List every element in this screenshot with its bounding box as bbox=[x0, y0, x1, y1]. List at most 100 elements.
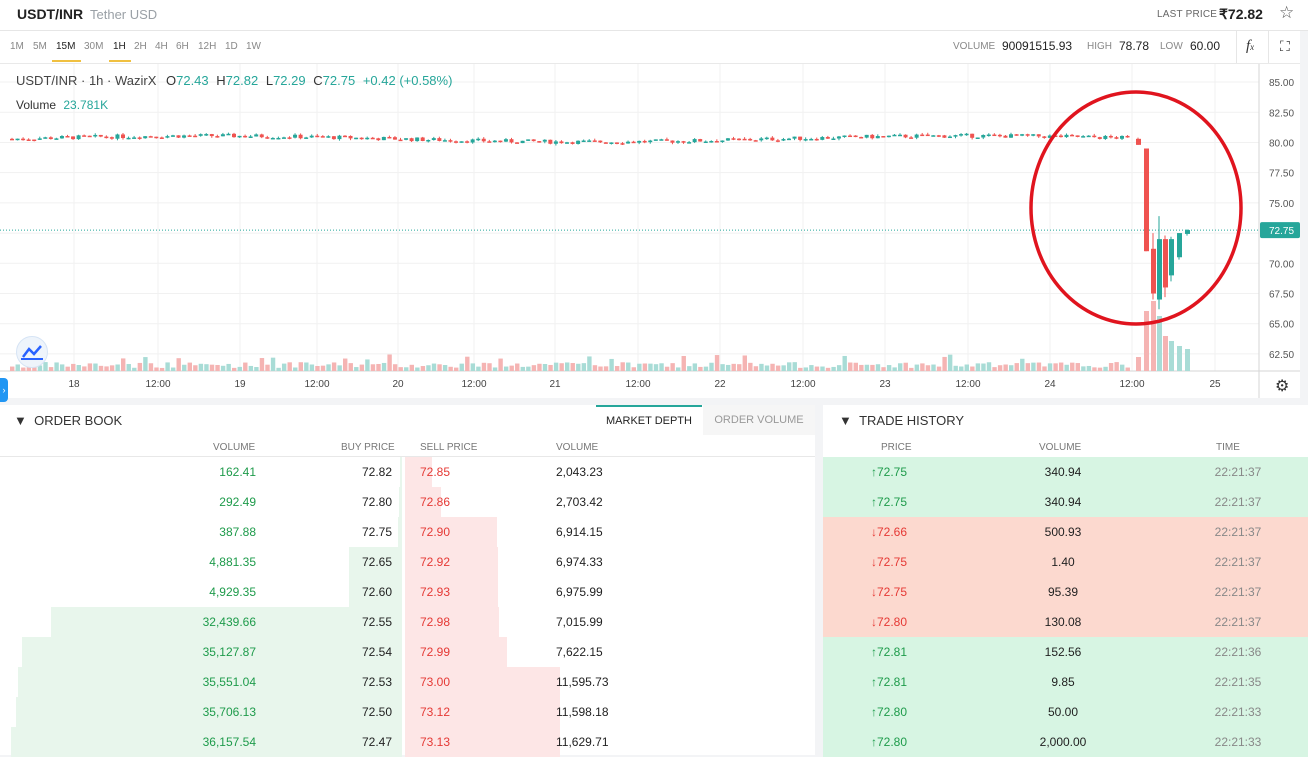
expand-sidebar-button[interactable]: › bbox=[0, 378, 8, 402]
volume-bar bbox=[243, 362, 248, 371]
order-book-row[interactable]: 387.88 72.75 72.90 6,914.15 bbox=[0, 517, 815, 547]
timeframe-4h[interactable]: 4H bbox=[155, 41, 168, 52]
timeframe-1m[interactable]: 1M bbox=[10, 41, 24, 52]
candle-body bbox=[748, 138, 753, 141]
order-book-row[interactable]: 35,706.13 72.50 73.12 11,598.18 bbox=[0, 697, 815, 727]
volume-bar bbox=[1003, 364, 1008, 371]
volume-bar bbox=[981, 363, 986, 371]
trade-time: 22:21:37 bbox=[1214, 585, 1262, 599]
tab-market-depth[interactable]: MARKET DEPTH bbox=[596, 405, 702, 437]
timeframe-1h[interactable]: 1H bbox=[113, 41, 126, 52]
volume-bar bbox=[431, 363, 437, 371]
candle-body bbox=[454, 141, 458, 143]
sell-price: 72.99 bbox=[420, 645, 451, 659]
trade-row: ↑72.81 9.85 22:21:35 bbox=[823, 667, 1308, 697]
volume-bar bbox=[121, 358, 126, 371]
candle-body bbox=[964, 133, 969, 136]
order-book-row[interactable]: 35,551.04 72.53 73.00 11,595.73 bbox=[0, 667, 815, 697]
order-book-row[interactable]: 32,439.66 72.55 72.98 7,015.99 bbox=[0, 607, 815, 637]
order-book-row[interactable]: 4,881.35 72.65 72.92 6,974.33 bbox=[0, 547, 815, 577]
trade-history-title[interactable]: ▼ TRADE HISTORY bbox=[839, 413, 965, 428]
candle-body bbox=[1081, 136, 1086, 138]
volume-bar bbox=[781, 365, 786, 371]
volume-bar bbox=[1020, 358, 1025, 371]
timeframe-12h[interactable]: 12H bbox=[198, 41, 217, 52]
candle-body bbox=[703, 141, 708, 144]
candle-body bbox=[320, 136, 325, 138]
trade-price-cell: ↑72.80 bbox=[871, 735, 907, 749]
volume-bar bbox=[1053, 363, 1058, 371]
candle-body bbox=[381, 136, 386, 141]
candle-body bbox=[1058, 135, 1063, 138]
volume-bar bbox=[254, 367, 259, 371]
timeframe-1w[interactable]: 1W bbox=[246, 41, 261, 52]
buy-depth-bar bbox=[397, 517, 402, 547]
volume-bar bbox=[831, 366, 836, 371]
fullscreen-icon[interactable]: ⛶ bbox=[1280, 38, 1290, 54]
candle-body bbox=[714, 141, 719, 143]
order-book-row[interactable]: 36,157.54 72.47 73.13 11,629.71 bbox=[0, 727, 815, 757]
candle-body bbox=[37, 138, 42, 140]
price-chart[interactable]: 85.00 82.50 80.00 77.50 75.00 70.00 67.50 65.00… bbox=[0, 64, 1300, 402]
volume-bar bbox=[670, 363, 675, 371]
buy-volume: 35,706.13 bbox=[202, 705, 256, 719]
buy-volume: 387.88 bbox=[219, 525, 256, 539]
candle-body bbox=[337, 135, 342, 140]
timeframe-5m[interactable]: 5M bbox=[33, 41, 47, 52]
candle-body bbox=[637, 140, 642, 143]
volume-bar bbox=[226, 363, 231, 371]
volume-label: VOLUME bbox=[953, 41, 996, 52]
candle-body bbox=[76, 135, 81, 140]
volume-bar bbox=[415, 367, 420, 371]
order-book-title[interactable]: ▼ ORDER BOOK bbox=[14, 413, 123, 428]
trade-time: 22:21:37 bbox=[1214, 615, 1262, 629]
volume-bar bbox=[925, 365, 931, 371]
timeframe-1d[interactable]: 1D bbox=[225, 41, 238, 52]
candle-body bbox=[104, 136, 109, 139]
legend-high-value: 72.82 bbox=[225, 73, 259, 88]
candle-body bbox=[215, 136, 220, 138]
price-tick-label: 62.50 bbox=[1269, 350, 1294, 361]
candle-body bbox=[182, 135, 187, 138]
candle-body bbox=[98, 134, 103, 137]
candle-body bbox=[309, 135, 314, 138]
volume-bar bbox=[270, 357, 276, 371]
candle-body bbox=[126, 137, 131, 140]
volume-bar bbox=[343, 358, 348, 371]
volume-bar bbox=[853, 362, 858, 371]
gear-icon[interactable]: ⚙ bbox=[1275, 376, 1289, 395]
candle-body bbox=[65, 136, 70, 138]
order-book-row[interactable]: 4,929.35 72.60 72.93 6,975.99 bbox=[0, 577, 815, 607]
candlestick-chart[interactable]: 85.00 82.50 80.00 77.50 75.00 70.00 67.50 65.00… bbox=[0, 64, 1300, 398]
timeframe-15m[interactable]: 15M bbox=[56, 41, 76, 52]
order-book-row[interactable]: 292.49 72.80 72.86 2,703.42 bbox=[0, 487, 815, 517]
sell-price: 72.92 bbox=[420, 555, 451, 569]
volume-bar bbox=[703, 366, 709, 371]
volume-bar bbox=[304, 362, 309, 371]
buy-depth-bar bbox=[400, 457, 402, 487]
timeframe-30m[interactable]: 30M bbox=[84, 41, 104, 52]
volume-bar bbox=[764, 365, 770, 371]
arrow-down-icon: ↓ bbox=[871, 525, 877, 539]
time-tick-label: 22 bbox=[714, 379, 726, 390]
star-icon[interactable]: ☆ bbox=[1279, 3, 1295, 22]
candle-body bbox=[953, 135, 958, 137]
timeframe-6h[interactable]: 6H bbox=[176, 41, 189, 52]
trade-history-panel: ▼ TRADE HISTORY PRICE VOLUME TIME ↑72.75… bbox=[823, 405, 1308, 757]
candle-body bbox=[498, 140, 503, 143]
tab-order-volume[interactable]: ORDER VOLUME bbox=[703, 405, 815, 435]
fx-icon[interactable]: fx bbox=[1246, 38, 1255, 54]
volume-bar bbox=[809, 365, 814, 371]
candle-body bbox=[87, 135, 92, 138]
sell-depth-bar bbox=[405, 637, 507, 667]
legend-change: +0.42 (+0.58%) bbox=[362, 73, 453, 88]
timeframe-2h[interactable]: 2H bbox=[134, 41, 147, 52]
volume-bar bbox=[642, 363, 648, 371]
sell-depth-bar bbox=[405, 517, 498, 547]
order-book-row[interactable]: 162.41 72.82 72.85 2,043.23 bbox=[0, 457, 815, 487]
tradingview-logo-icon[interactable] bbox=[16, 336, 48, 368]
volume-bar bbox=[592, 365, 598, 371]
candle-body bbox=[492, 140, 497, 143]
order-book-row[interactable]: 35,127.87 72.54 72.99 7,622.15 bbox=[0, 637, 815, 667]
candle-body bbox=[820, 137, 825, 140]
